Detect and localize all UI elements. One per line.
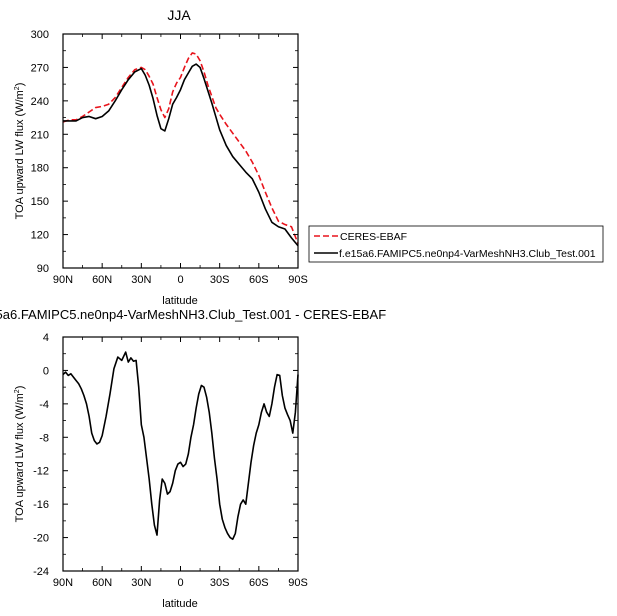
top-panel: JJA 90N 60N 30N 0 30S 60S 90S 90 120 150 180 210 24…	[14, 7, 604, 307]
bottom-chart-title: f.e15a6.FAMIPC5.ne0np4-VarMeshNH3.Club_T…	[0, 307, 386, 322]
x-tick-label: 60N	[92, 577, 112, 589]
y-tick-label: 4	[43, 332, 49, 344]
top-x-axis-label: latitude	[162, 295, 197, 307]
y-tick-label: -16	[33, 499, 49, 511]
y-tick-label: 0	[43, 365, 49, 377]
series-line-1-0	[62, 351, 299, 541]
top-chart-title: JJA	[167, 7, 191, 23]
x-tick-label: 90S	[288, 274, 308, 286]
top-plot-frame	[62, 33, 299, 269]
y-tick-label: 150	[31, 196, 49, 208]
y-tick-label: 270	[31, 62, 49, 74]
legend-box	[308, 225, 604, 263]
x-tick-label: 90N	[53, 274, 73, 286]
x-tick-label: 60N	[92, 274, 112, 286]
x-tick-label: 60S	[249, 577, 269, 589]
bottom-x-ticks: 90N 60N 30N 0 30S 60S 90S	[53, 337, 308, 589]
top-series-layer	[62, 52, 299, 247]
x-tick-label: 0	[177, 274, 183, 286]
y-tick-label: -20	[33, 533, 49, 545]
y-tick-label: 180	[31, 163, 49, 175]
bottom-y-axis-label: TOA upward LW flux (W/m2)	[14, 386, 26, 523]
top-y-axis-label: TOA upward LW flux (W/m2)	[14, 83, 26, 220]
bottom-panel: f.e15a6.FAMIPC5.ne0np4-VarMeshNH3.Club_T…	[0, 307, 386, 610]
x-tick-label: 60S	[249, 274, 269, 286]
bottom-plot-frame	[62, 336, 299, 572]
x-tick-label: 30S	[210, 274, 230, 286]
y-tick-label: -4	[39, 399, 49, 411]
y-tick-label: -24	[33, 566, 49, 578]
y-tick-label: -12	[33, 466, 49, 478]
x-tick-label: 30N	[131, 274, 151, 286]
bottom-series-layer	[62, 351, 299, 541]
legend-label-ceres: CERES-EBAF	[340, 231, 407, 243]
y-tick-label: 90	[37, 263, 49, 275]
x-tick-label: 90S	[288, 577, 308, 589]
series-line-0-0	[62, 52, 299, 244]
x-tick-label: 30S	[210, 577, 230, 589]
y-tick-label: 120	[31, 230, 49, 242]
x-tick-label: 0	[177, 577, 183, 589]
bottom-y-ticks: -24 -20 -16 -12 -8 -4 0 4	[33, 332, 298, 578]
y-tick-label: 300	[31, 29, 49, 41]
y-tick-label: 210	[31, 129, 49, 141]
x-tick-label: 90N	[53, 577, 73, 589]
x-tick-label: 30N	[131, 577, 151, 589]
y-tick-label: -8	[39, 432, 49, 444]
top-legend: CERES-EBAF f.e15a6.FAMIPC5.ne0np4-VarMes…	[308, 225, 604, 263]
y-tick-label: 240	[31, 96, 49, 108]
legend-label-model: f.e15a6.FAMIPC5.ne0np4-VarMeshNH3.Club_T…	[339, 248, 596, 260]
bottom-x-axis-label: latitude	[162, 598, 197, 610]
top-y-ticks: 90 120 150 180 210 240 270 300	[31, 29, 298, 275]
series-line-0-1	[63, 63, 299, 247]
top-x-ticks: 90N 60N 30N 0 30S 60S 90S	[53, 34, 308, 286]
